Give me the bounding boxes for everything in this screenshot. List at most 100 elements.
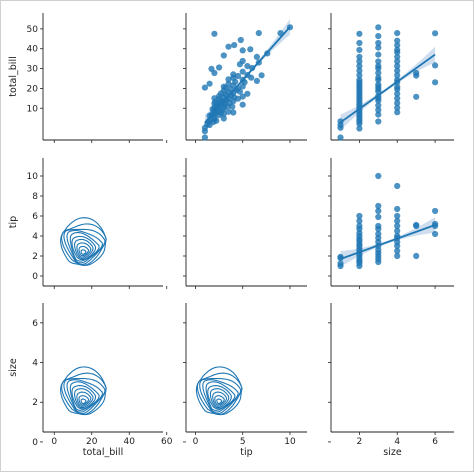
scatter-point bbox=[201, 84, 208, 91]
x-tick-label: 6 bbox=[432, 437, 438, 447]
kde-contour bbox=[212, 391, 228, 407]
kde-contour bbox=[80, 398, 87, 405]
kde-contour bbox=[216, 398, 223, 405]
y-tick-label: 8 bbox=[32, 192, 38, 202]
x-tick-label: 20 bbox=[86, 437, 98, 447]
scatter-point bbox=[394, 58, 401, 65]
kde-contour bbox=[214, 395, 225, 406]
kde-contour bbox=[80, 249, 87, 255]
kde-contour bbox=[78, 245, 90, 257]
scatter-point bbox=[432, 230, 439, 238]
scatter-point bbox=[394, 83, 401, 90]
scatter-point bbox=[230, 109, 237, 116]
scatter-point bbox=[413, 252, 420, 260]
scatter-point bbox=[244, 63, 251, 70]
scatter-point bbox=[356, 39, 363, 47]
scatter-point bbox=[213, 117, 220, 124]
scatter-point bbox=[234, 72, 242, 80]
kde-contour bbox=[196, 372, 243, 416]
plot-tip-vs-size bbox=[337, 172, 439, 270]
scatter-point bbox=[375, 81, 382, 88]
y-tick-label: 6 bbox=[32, 212, 38, 222]
scatter-point bbox=[413, 69, 420, 77]
scatter-point bbox=[356, 72, 363, 79]
kde-contour bbox=[61, 223, 107, 266]
x-tick-label: 40 bbox=[124, 437, 136, 447]
kde-contour bbox=[60, 366, 107, 416]
scatter-point bbox=[413, 221, 420, 229]
scatter-point bbox=[432, 207, 439, 215]
y-tick-label: 0 bbox=[32, 272, 38, 282]
x-tick-label: 2 bbox=[357, 437, 363, 447]
scatter-point bbox=[220, 115, 227, 122]
y-tick-label: 10 bbox=[27, 104, 39, 114]
scatter-point bbox=[239, 101, 246, 108]
scatter-point bbox=[413, 93, 420, 100]
y-tick-label: 6 bbox=[32, 319, 38, 329]
scatter-point bbox=[253, 77, 260, 84]
scatter-point bbox=[356, 67, 363, 74]
scatter-point bbox=[394, 72, 401, 79]
scatter-point bbox=[206, 80, 213, 87]
scatter-point bbox=[211, 30, 218, 37]
x-axis-label-size: size bbox=[383, 447, 402, 458]
x-tick-label: 4 bbox=[394, 437, 400, 447]
scatter-point bbox=[394, 90, 401, 97]
x-tick-label: 0 bbox=[51, 437, 57, 447]
scatter-point bbox=[375, 172, 382, 180]
panel-tip-vs-tip bbox=[185, 158, 307, 287]
scatter-point bbox=[375, 63, 382, 70]
scatter-point bbox=[225, 80, 232, 87]
scatter-point bbox=[229, 103, 236, 110]
scatter-point bbox=[225, 76, 232, 83]
scatter-point bbox=[375, 51, 382, 58]
scatter-point bbox=[337, 118, 344, 125]
y-tick-label: 4 bbox=[32, 359, 38, 369]
scatter-point bbox=[394, 63, 401, 70]
kde-contour bbox=[195, 366, 243, 416]
scatter-point bbox=[356, 222, 363, 230]
scatter-point bbox=[432, 79, 439, 86]
scatter-point bbox=[375, 106, 382, 114]
scatter-point bbox=[258, 72, 265, 79]
scatter-point bbox=[394, 53, 401, 61]
scatter-point bbox=[231, 42, 238, 49]
scatter-point bbox=[394, 222, 401, 230]
plot-total_bill-vs-size bbox=[337, 24, 439, 141]
scatter-point bbox=[356, 63, 363, 70]
panel-tip-vs-total_bill bbox=[42, 158, 163, 287]
scatter-point bbox=[356, 46, 363, 54]
scatter-point bbox=[225, 43, 232, 50]
scatter-point bbox=[225, 108, 232, 115]
scatter-point bbox=[239, 47, 246, 54]
scatter-point bbox=[375, 102, 382, 109]
scatter-point bbox=[375, 39, 382, 47]
kde-contour bbox=[69, 381, 100, 411]
scatter-point bbox=[247, 46, 254, 53]
scatter-point bbox=[394, 217, 401, 225]
panel-size-vs-size bbox=[330, 303, 454, 433]
plot-size-vs-tip bbox=[195, 366, 243, 416]
plot-tip-vs-total_bill bbox=[60, 217, 107, 266]
kde-contour bbox=[202, 379, 239, 413]
scatter-point bbox=[375, 74, 382, 81]
scatter-point bbox=[394, 227, 401, 235]
scatter-point bbox=[394, 67, 401, 74]
scatter-point bbox=[375, 207, 382, 215]
scatter-point bbox=[239, 57, 246, 65]
panel-size-vs-total_bill bbox=[42, 303, 163, 433]
scatter-point bbox=[375, 69, 382, 77]
panel-tip-vs-size bbox=[330, 158, 454, 287]
scatter-point bbox=[356, 212, 363, 220]
kde-contour bbox=[78, 395, 90, 406]
scatter-point bbox=[432, 62, 439, 69]
scatter-point bbox=[375, 118, 382, 125]
kde-contour bbox=[209, 388, 230, 409]
y-tick-label: 30 bbox=[27, 65, 39, 75]
scatter-point bbox=[239, 93, 246, 100]
scatter-point bbox=[375, 230, 382, 238]
scatter-point bbox=[375, 58, 382, 65]
scatter-point bbox=[239, 68, 246, 75]
x-tick-label: 60 bbox=[161, 437, 173, 447]
scatter-point bbox=[375, 202, 382, 210]
